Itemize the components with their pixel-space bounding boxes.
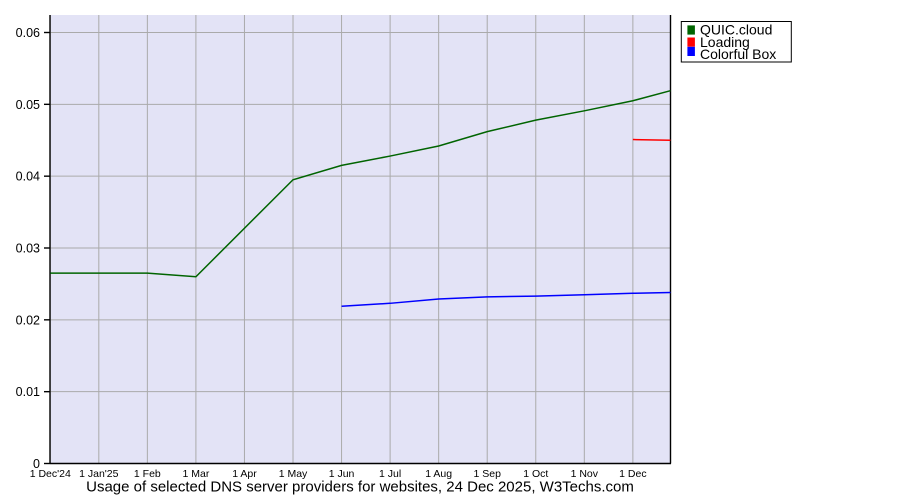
svg-text:0.06: 0.06 [16, 26, 40, 40]
svg-text:0.05: 0.05 [16, 98, 40, 112]
svg-text:Usage of selected DNS server p: Usage of selected DNS server providers f… [86, 479, 634, 496]
svg-text:0.03: 0.03 [16, 242, 40, 256]
svg-text:1 Dec'24: 1 Dec'24 [30, 468, 71, 480]
svg-text:0.02: 0.02 [16, 313, 40, 327]
svg-text:Colorful Box: Colorful Box [700, 46, 776, 62]
svg-text:0.04: 0.04 [16, 170, 40, 184]
svg-text:0.01: 0.01 [16, 385, 40, 399]
